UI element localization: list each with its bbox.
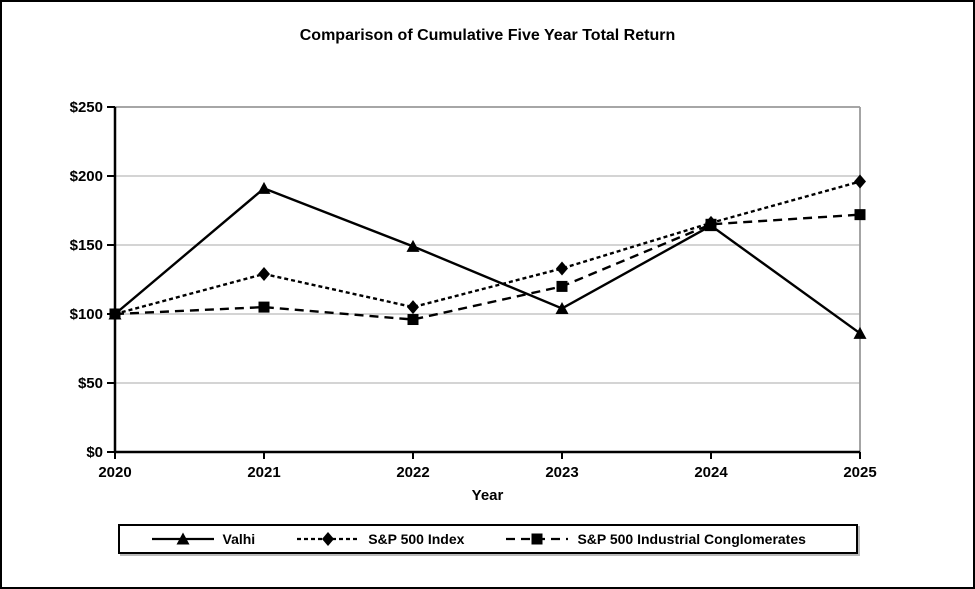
- triangle-marker-icon: [853, 326, 867, 339]
- legend: Valhi S&P 500 Index S&P 500 Industrial C…: [117, 524, 858, 554]
- square-marker-icon: [258, 301, 270, 313]
- x-tick-label: 2023: [545, 464, 578, 481]
- x-tick-label: 2025: [843, 464, 876, 481]
- triangle-marker-icon: [555, 301, 569, 314]
- legend-item-valhi: Valhi: [150, 531, 256, 547]
- legend-sample-valhi-line-icon: [151, 532, 214, 545]
- square-marker-icon: [531, 533, 543, 545]
- square-marker-icon: [407, 314, 419, 326]
- triangle-marker-icon: [257, 181, 271, 194]
- diamond-marker-icon: [322, 532, 335, 546]
- series-line-2: [114, 213, 861, 321]
- y-tick-label: $100: [70, 306, 103, 323]
- diamond-marker-icon: [407, 300, 419, 315]
- diamond-marker-icon: [556, 261, 568, 276]
- y-tick-label: $150: [70, 237, 103, 254]
- square-marker-icon: [854, 209, 866, 221]
- chart-title: Comparison of Cumulative Five Year Total…: [299, 27, 676, 44]
- legend-sample-sp500-industrial-line-icon: [506, 533, 569, 545]
- diamond-marker-icon: [854, 174, 866, 189]
- x-tick-label: 2024: [694, 464, 728, 481]
- diamond-marker-icon: [258, 266, 270, 281]
- legend-item-sp500: S&P 500 Index: [295, 531, 464, 547]
- y-tick-label: $0: [86, 444, 103, 461]
- legend-label-valhi: Valhi: [222, 531, 256, 547]
- legend-sample-sp500-line-icon: [297, 532, 360, 546]
- x-tick-label: 2020: [98, 464, 131, 481]
- triangle-marker-icon: [176, 532, 189, 545]
- y-tick-label: $200: [70, 168, 103, 185]
- legend-label-sp500: S&P 500 Index: [368, 531, 465, 547]
- x-axis-title: Year: [472, 487, 504, 504]
- legend-label-sp500-industrial: S&P 500 Industrial Conglomerates: [577, 531, 806, 547]
- x-tick-label: 2021: [247, 464, 280, 481]
- square-marker-icon: [109, 308, 121, 320]
- series-line-1: [114, 180, 861, 316]
- square-marker-icon: [705, 218, 717, 230]
- triangle-marker-icon: [406, 239, 420, 252]
- legend-item-sp500-industrial: S&P 500 Industrial Conglomerates: [504, 531, 806, 547]
- series-line-0: [114, 187, 861, 335]
- y-tick-label: $250: [70, 99, 103, 116]
- square-marker-icon: [556, 280, 568, 292]
- y-tick-label: $50: [78, 375, 103, 392]
- x-tick-label: 2022: [396, 464, 429, 481]
